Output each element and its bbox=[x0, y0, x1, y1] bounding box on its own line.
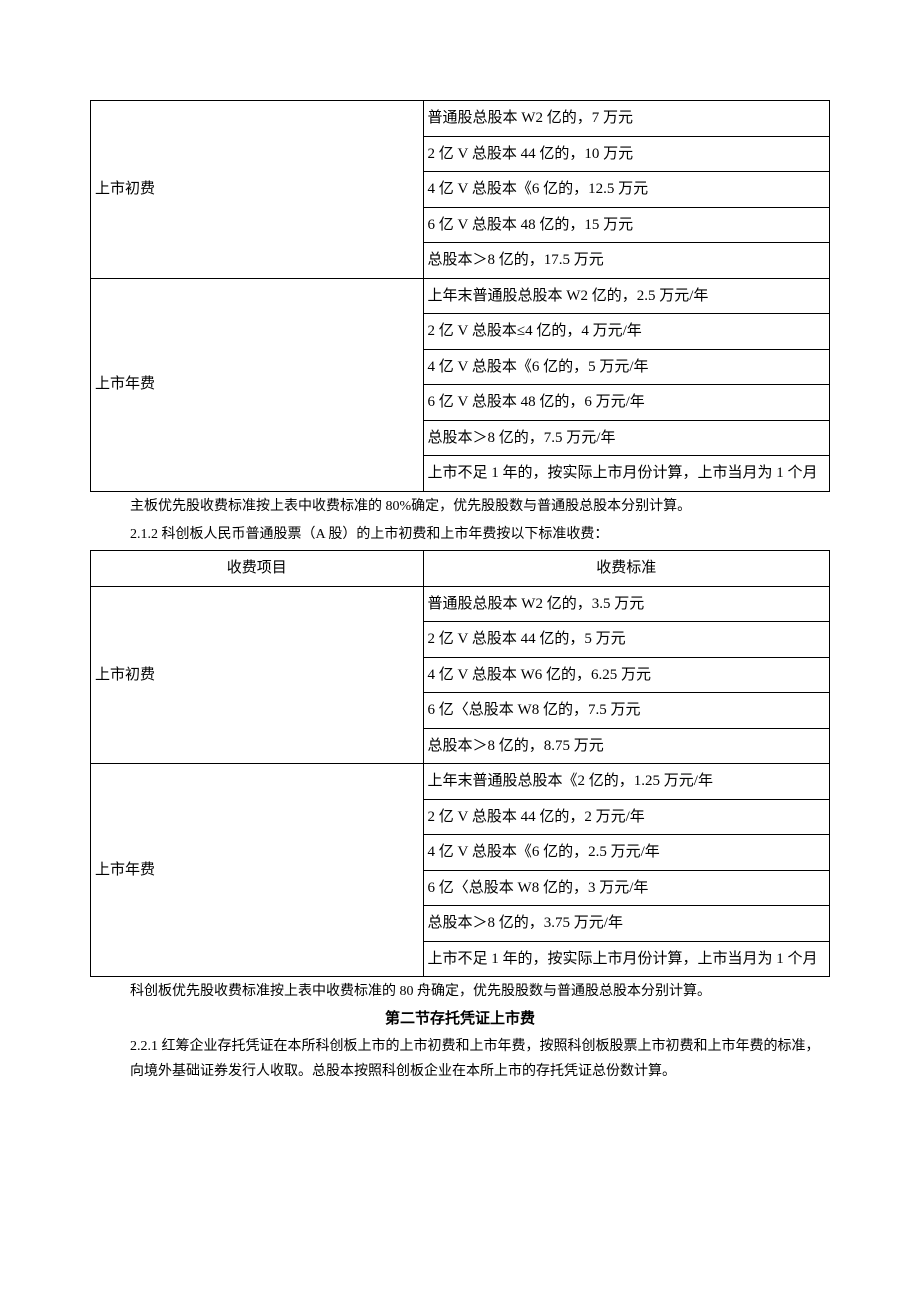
fee-standard-cell: 上市不足 1 年的，按实际上市月份计算，上市当月为 1 个月 bbox=[423, 456, 829, 492]
fee-standard-cell: 上年末普通股总股本 W2 亿的，2.5 万元/年 bbox=[423, 278, 829, 314]
table-row: 上市年费上年末普通股总股本 W2 亿的，2.5 万元/年 bbox=[91, 278, 830, 314]
fee-table-2: 收费项目 收费标准 上市初费普通股总股本 W2 亿的，3.5 万元2 亿 V 总… bbox=[90, 550, 830, 977]
note-star-preferred: 科创板优先股收费标准按上表中收费标准的 80 舟确定，优先股股数与普通股总股本分… bbox=[130, 981, 830, 1003]
fee-standard-cell: 2 亿 V 总股本 44 亿的，10 万元 bbox=[423, 136, 829, 172]
section-2-title: 第二节存托凭证上市费 bbox=[90, 1008, 830, 1031]
fee-item-cell: 上市初费 bbox=[91, 101, 424, 279]
fee-standard-cell: 2 亿 V 总股本 44 亿的，2 万元/年 bbox=[423, 799, 829, 835]
fee-standard-cell: 普通股总股本 W2 亿的，7 万元 bbox=[423, 101, 829, 137]
fee-standard-cell: 普通股总股本 W2 亿的，3.5 万元 bbox=[423, 586, 829, 622]
fee-standard-cell: 4 亿 V 总股本 W6 亿的，6.25 万元 bbox=[423, 657, 829, 693]
fee-item-cell: 上市年费 bbox=[91, 278, 424, 491]
fee-standard-cell: 总股本＞8 亿的，17.5 万元 bbox=[423, 243, 829, 279]
fee-standard-cell: 4 亿 V 总股本《6 亿的，5 万元/年 bbox=[423, 349, 829, 385]
fee-standard-cell: 4 亿 V 总股本《6 亿的，12.5 万元 bbox=[423, 172, 829, 208]
table2-header-item: 收费项目 bbox=[91, 551, 424, 587]
table-row: 上市初费普通股总股本 W2 亿的，3.5 万元 bbox=[91, 586, 830, 622]
note-mainboard-preferred: 主板优先股收费标准按上表中收费标准的 80%确定，优先股股数与普通股总股本分别计… bbox=[130, 496, 830, 518]
fee-table-1: 上市初费普通股总股本 W2 亿的，7 万元2 亿 V 总股本 44 亿的，10 … bbox=[90, 100, 830, 492]
fee-standard-cell: 2 亿 V 总股本≤4 亿的，4 万元/年 bbox=[423, 314, 829, 350]
fee-standard-cell: 2 亿 V 总股本 44 亿的，5 万元 bbox=[423, 622, 829, 658]
fee-standard-cell: 6 亿〈总股本 W8 亿的，7.5 万元 bbox=[423, 693, 829, 729]
fee-standard-cell: 总股本＞8 亿的，8.75 万元 bbox=[423, 728, 829, 764]
fee-standard-cell: 上市不足 1 年的，按实际上市月份计算，上市当月为 1 个月 bbox=[423, 941, 829, 977]
fee-item-cell: 上市年费 bbox=[91, 764, 424, 977]
fee-item-cell: 上市初费 bbox=[91, 586, 424, 764]
fee-standard-cell: 6 亿〈总股本 W8 亿的，3 万元/年 bbox=[423, 870, 829, 906]
fee-standard-cell: 上年末普通股总股本《2 亿的，1.25 万元/年 bbox=[423, 764, 829, 800]
para-2-2-1: 2.2.1 红筹企业存托凭证在本所科创板上市的上市初费和上市年费，按照科创板股票… bbox=[130, 1034, 830, 1084]
fee-standard-cell: 6 亿 V 总股本 48 亿的，6 万元/年 bbox=[423, 385, 829, 421]
table2-header-row: 收费项目 收费标准 bbox=[91, 551, 830, 587]
table-row: 上市年费上年末普通股总股本《2 亿的，1.25 万元/年 bbox=[91, 764, 830, 800]
table-row: 上市初费普通股总股本 W2 亿的，7 万元 bbox=[91, 101, 830, 137]
fee-standard-cell: 总股本＞8 亿的，7.5 万元/年 bbox=[423, 420, 829, 456]
heading-2-1-2: 2.1.2 科创板人民币普通股票（A 股）的上市初费和上市年费按以下标准收费： bbox=[130, 524, 830, 546]
fee-standard-cell: 总股本＞8 亿的，3.75 万元/年 bbox=[423, 906, 829, 942]
fee-standard-cell: 6 亿 V 总股本 48 亿的，15 万元 bbox=[423, 207, 829, 243]
table2-header-standard: 收费标准 bbox=[423, 551, 829, 587]
fee-standard-cell: 4 亿 V 总股本《6 亿的，2.5 万元/年 bbox=[423, 835, 829, 871]
